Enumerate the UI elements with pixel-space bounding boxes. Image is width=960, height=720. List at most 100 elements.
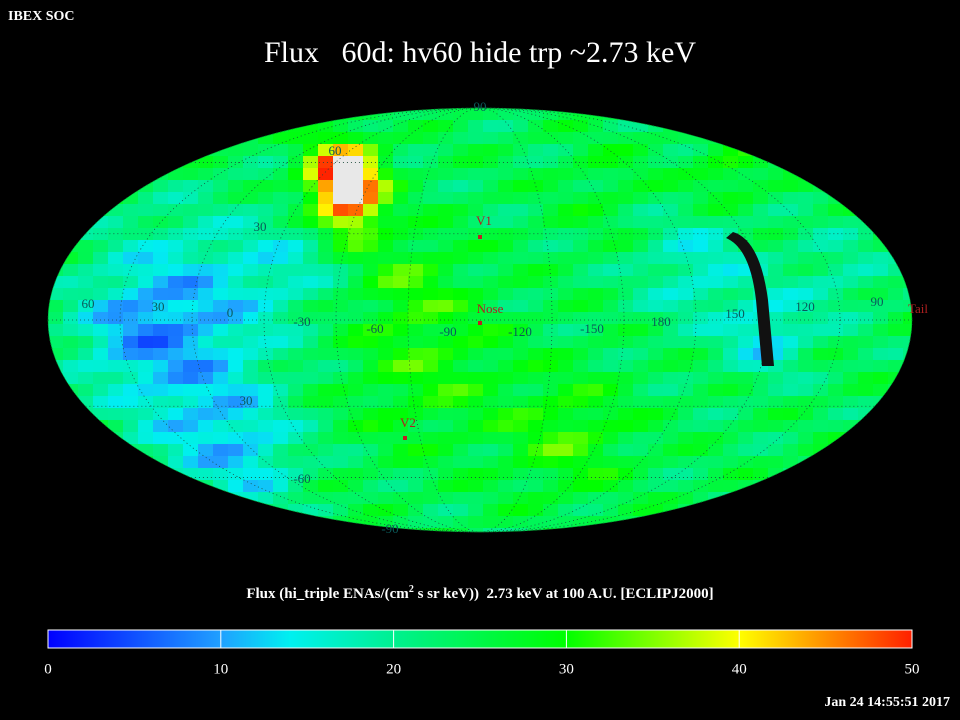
map-cell xyxy=(423,300,439,313)
map-cell xyxy=(603,204,619,217)
map-cell xyxy=(738,324,754,337)
map-cell xyxy=(708,108,724,121)
map-cell xyxy=(93,144,109,157)
map-cell xyxy=(528,348,544,361)
map-cell xyxy=(513,156,529,169)
map-cell xyxy=(573,132,589,145)
map-cell xyxy=(408,132,424,145)
map-cell xyxy=(588,492,604,505)
map-cell xyxy=(228,240,244,253)
map-cell xyxy=(708,420,724,433)
map-cell xyxy=(723,120,739,133)
map-cell xyxy=(798,288,814,301)
map-cell xyxy=(138,168,154,181)
map-cell xyxy=(168,336,184,349)
map-cell xyxy=(453,492,469,505)
map-cell xyxy=(48,180,64,193)
map-cell xyxy=(438,444,454,457)
map-cell xyxy=(648,480,664,493)
marker-label: Tail xyxy=(908,301,928,316)
map-cell xyxy=(723,468,739,481)
map-cell xyxy=(393,396,409,409)
map-cell xyxy=(663,276,679,289)
map-cell xyxy=(648,336,664,349)
map-cell xyxy=(393,240,409,253)
map-cell xyxy=(408,408,424,421)
map-cell xyxy=(228,168,244,181)
map-cell xyxy=(843,300,859,313)
map-cell xyxy=(723,180,739,193)
map-cell xyxy=(168,528,184,532)
map-cell xyxy=(588,384,604,397)
map-cell xyxy=(333,168,349,181)
map-cell xyxy=(468,480,484,493)
map-cell xyxy=(783,144,799,157)
map-cell xyxy=(528,264,544,277)
map-cell xyxy=(408,456,424,469)
map-cell xyxy=(528,516,544,529)
map-cell xyxy=(303,288,319,301)
map-cell xyxy=(738,288,754,301)
map-cell xyxy=(48,168,64,181)
map-cell xyxy=(798,312,814,325)
map-cell xyxy=(588,420,604,433)
colorbar-ticks: 0 10 20 30 40 50 xyxy=(44,630,920,677)
map-cell xyxy=(663,264,679,277)
map-cell xyxy=(243,468,259,481)
map-cell xyxy=(108,420,124,433)
map-cell xyxy=(123,216,139,229)
map-cell xyxy=(663,420,679,433)
map-cell xyxy=(588,360,604,373)
map-cell xyxy=(378,180,394,193)
map-cell xyxy=(873,408,889,421)
map-cell xyxy=(798,492,814,505)
map-cell xyxy=(828,420,844,433)
map-cell xyxy=(498,240,514,253)
map-cell xyxy=(453,324,469,337)
map-cell xyxy=(573,492,589,505)
map-cell xyxy=(78,324,94,337)
map-cell xyxy=(648,108,664,121)
map-cell xyxy=(693,516,709,529)
map-cell xyxy=(468,276,484,289)
map-cell xyxy=(288,372,304,385)
map-cell xyxy=(588,228,604,241)
map-cell xyxy=(813,492,829,505)
map-cell xyxy=(693,444,709,457)
map-cell xyxy=(813,516,829,529)
map-cell xyxy=(198,324,214,337)
map-cell xyxy=(438,408,454,421)
map-cell xyxy=(843,516,859,529)
map-cell xyxy=(543,288,559,301)
map-cell xyxy=(693,480,709,493)
map-cell xyxy=(903,384,912,397)
map-cell xyxy=(288,240,304,253)
map-cell xyxy=(603,228,619,241)
map-cell xyxy=(138,192,154,205)
map-cell xyxy=(363,132,379,145)
map-cell xyxy=(318,276,334,289)
map-cell xyxy=(768,420,784,433)
map-cell xyxy=(213,492,229,505)
map-cell xyxy=(408,300,424,313)
map-cell xyxy=(273,240,289,253)
map-cell xyxy=(588,516,604,529)
map-cell xyxy=(903,180,912,193)
map-cell xyxy=(678,348,694,361)
map-cell xyxy=(858,192,874,205)
map-cell xyxy=(318,492,334,505)
map-cell xyxy=(48,120,64,133)
map-cell xyxy=(723,252,739,265)
map-cell xyxy=(663,492,679,505)
map-cell xyxy=(258,168,274,181)
map-cell xyxy=(153,336,169,349)
map-cell xyxy=(693,252,709,265)
map-cell xyxy=(603,504,619,517)
map-cell xyxy=(348,264,364,277)
map-cell xyxy=(213,132,229,145)
map-cell xyxy=(558,192,574,205)
map-cell xyxy=(693,468,709,481)
map-cell xyxy=(678,492,694,505)
map-cell xyxy=(438,324,454,337)
map-cell xyxy=(438,336,454,349)
